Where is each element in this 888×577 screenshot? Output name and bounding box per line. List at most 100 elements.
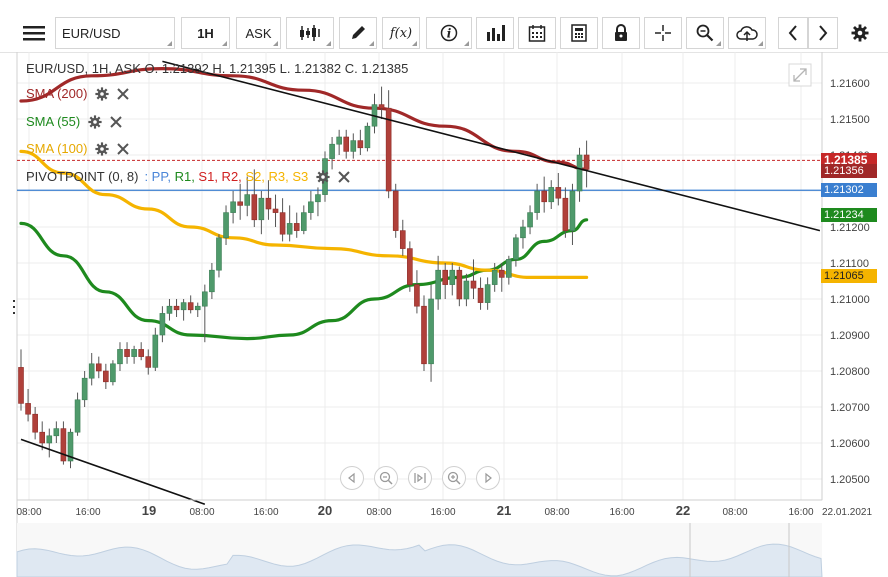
scroll-right-button[interactable]: [476, 466, 500, 490]
candle-body: [293, 223, 300, 231]
scroll-left-icon: [348, 472, 355, 484]
candle-body: [428, 298, 434, 365]
lock-button[interactable]: [602, 17, 640, 49]
candle: [569, 183, 576, 245]
candle: [258, 191, 265, 235]
sma-55-remove-close-icon[interactable]: [110, 115, 122, 128]
y-tick-label: 1.21000: [830, 294, 870, 306]
zoom-in-button[interactable]: [442, 466, 466, 490]
zoom-button[interactable]: [686, 17, 724, 49]
candle: [562, 187, 569, 238]
sma-100-settings-gear-icon[interactable]: [95, 141, 110, 156]
candle-body: [484, 284, 491, 303]
candle-body: [399, 230, 406, 249]
timeframe-selector[interactable]: 1H: [181, 17, 230, 49]
candle: [463, 273, 470, 307]
candle: [315, 187, 321, 217]
x-tick-label: 22.01.2021: [822, 507, 872, 518]
zoom-out-button[interactable]: [374, 466, 398, 490]
draw-button[interactable]: [339, 17, 377, 49]
cloud-upload-button[interactable]: [728, 17, 766, 49]
function-icon: f(x): [389, 25, 413, 41]
candle: [357, 129, 364, 155]
candle: [18, 349, 24, 411]
scroll-left-button[interactable]: [340, 466, 364, 490]
candle-body: [498, 269, 505, 278]
maximize-icon[interactable]: [788, 63, 812, 87]
candle: [534, 183, 540, 220]
sma-55-settings-gear-icon[interactable]: [88, 114, 102, 129]
sma-55-legend: SMA (55): [26, 114, 122, 129]
candle: [223, 205, 229, 245]
zoom-out-icon: [379, 471, 393, 485]
calculator-button[interactable]: [560, 17, 598, 49]
candle: [67, 428, 74, 469]
trendline-upper: [162, 60, 821, 232]
calendar-button[interactable]: [518, 17, 556, 49]
scroll-back-button[interactable]: [778, 17, 808, 49]
pivot-remove-close-icon[interactable]: [338, 170, 350, 183]
y-tick-label: 1.20700: [830, 402, 870, 414]
settings-button[interactable]: [846, 17, 874, 49]
y-tick-label: 1.21200: [830, 222, 870, 234]
chevron-left-icon: [788, 25, 797, 41]
ohlc-header: EUR/USD, 1H, ASK O. 1.21392 H. 1.21395 L…: [26, 61, 409, 76]
candle-body: [230, 201, 236, 213]
candle: [484, 277, 491, 310]
symbol-selector[interactable]: EUR/USD: [55, 17, 175, 49]
pivot-component: : PP,: [144, 169, 171, 184]
pivot-component: S3: [288, 169, 309, 184]
candle: [103, 363, 109, 389]
left-drag-handle[interactable]: [13, 300, 15, 314]
price-chart[interactable]: 1.216001.215001.214001.213001.212001.211…: [0, 52, 888, 577]
sma-200-settings-gear-icon[interactable]: [95, 86, 110, 101]
candle: [308, 191, 314, 220]
sma-100-legend: SMA (100): [26, 141, 130, 156]
crosshair-button[interactable]: [644, 17, 682, 49]
candle-body: [470, 280, 477, 289]
candle-body: [520, 226, 526, 239]
pivot-settings-gear-icon[interactable]: [316, 169, 330, 184]
pivot-component: R1,: [170, 169, 195, 184]
candle-body: [138, 349, 144, 357]
info-button[interactable]: i: [426, 17, 472, 49]
menu-button[interactable]: [14, 17, 54, 49]
symbol-label: EUR/USD: [62, 25, 121, 41]
candle: [435, 255, 441, 310]
volume-bars-icon: [487, 25, 505, 41]
price-tag: 1.21356: [821, 164, 877, 179]
trendlines[interactable]: [20, 60, 821, 505]
sma-100-remove-close-icon[interactable]: [117, 142, 130, 155]
candlestick-type-icon: [300, 25, 320, 41]
reset-zoom-button[interactable]: [408, 466, 432, 490]
price-side-selector[interactable]: ASK: [236, 17, 281, 49]
candle: [272, 194, 279, 227]
candle-body: [385, 107, 392, 192]
candle: [110, 360, 116, 386]
x-tick-label: 08:00: [544, 507, 569, 518]
cloud-upload-icon: [736, 26, 758, 41]
candle-body: [202, 291, 208, 307]
indicators-button[interactable]: f(x): [382, 17, 420, 49]
sma-line: [19, 149, 589, 279]
lock-icon: [615, 24, 627, 41]
x-tick-label: 19: [142, 503, 156, 518]
zoom-in-icon: [447, 471, 461, 485]
volume-button[interactable]: [476, 17, 514, 49]
candle-body: [180, 302, 187, 311]
candle-body: [18, 367, 24, 404]
scroll-forward-button[interactable]: [808, 17, 838, 49]
candle-body: [569, 190, 576, 231]
candle-body: [223, 212, 229, 239]
candle-body: [81, 377, 88, 401]
candle: [244, 176, 251, 217]
candle-body: [67, 431, 74, 462]
sma-200-remove-close-icon[interactable]: [117, 87, 130, 100]
navigator-strip[interactable]: [16, 523, 823, 577]
chart-type-button[interactable]: [286, 17, 334, 49]
candle-body: [117, 349, 123, 365]
candle: [541, 176, 547, 213]
candle: [60, 421, 67, 465]
candle: [520, 219, 526, 249]
candle: [343, 129, 350, 159]
